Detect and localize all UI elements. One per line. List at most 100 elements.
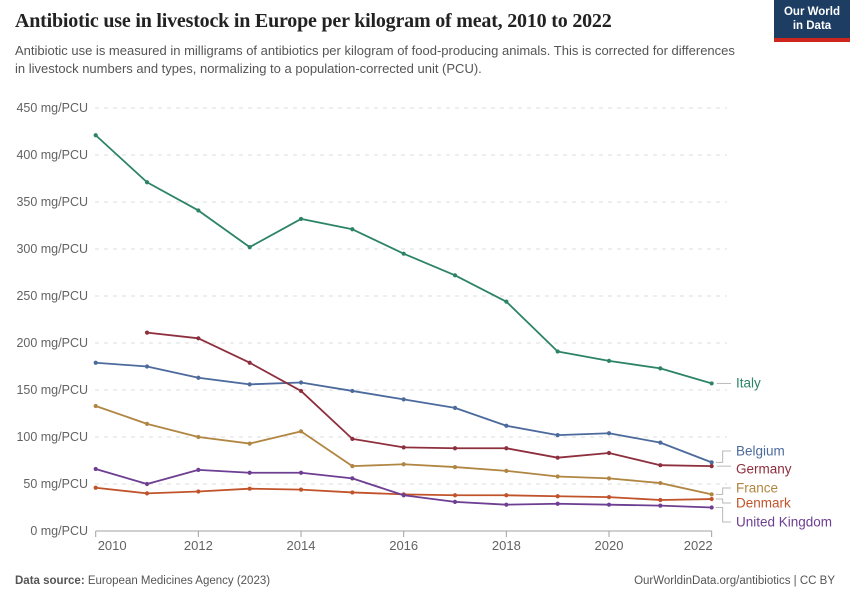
data-point-belgium[interactable] — [350, 388, 355, 394]
legend-label-denmark[interactable]: Denmark — [736, 496, 791, 511]
data-point-france[interactable] — [504, 468, 509, 473]
chart-subtitle: Antibiotic use is measured in milligrams… — [15, 43, 735, 77]
data-point-belgium[interactable] — [401, 397, 406, 402]
data-point-denmark[interactable] — [504, 493, 509, 498]
credit-link[interactable]: OurWorldinData.org/antibiotics — [634, 575, 791, 587]
data-point-united-kingdom[interactable] — [452, 499, 458, 504]
series-line-italy[interactable] — [94, 134, 713, 385]
data-point-belgium[interactable] — [452, 405, 458, 410]
data-point-italy[interactable] — [298, 216, 304, 222]
data-point-italy[interactable] — [401, 251, 406, 256]
data-point-italy[interactable] — [658, 366, 663, 371]
data-point-belgium[interactable] — [298, 380, 304, 385]
legend-connector-belgium — [715, 450, 731, 463]
owid-logo-text: Our World in Data — [774, 0, 850, 38]
series-line-germany[interactable] — [146, 331, 713, 468]
data-point-france[interactable] — [298, 429, 304, 434]
data-point-denmark[interactable] — [247, 486, 252, 491]
data-point-germany[interactable] — [350, 436, 355, 441]
data-point-united-kingdom[interactable] — [298, 470, 304, 475]
data-point-germany[interactable] — [144, 330, 150, 335]
data-point-italy[interactable] — [504, 299, 509, 304]
data-point-denmark[interactable] — [144, 491, 150, 496]
data-point-denmark[interactable] — [196, 489, 201, 494]
data-point-denmark[interactable] — [350, 490, 355, 495]
series-line-france[interactable] — [94, 405, 713, 496]
data-point-italy[interactable] — [196, 208, 201, 213]
data-point-united-kingdom[interactable] — [658, 503, 663, 508]
y-axis-label: 50 mg/PCU — [23, 477, 88, 491]
data-point-germany[interactable] — [555, 455, 560, 460]
data-point-germany[interactable] — [247, 360, 252, 365]
data-point-germany[interactable] — [401, 445, 406, 450]
data-point-italy[interactable] — [452, 273, 458, 278]
data-point-denmark[interactable] — [93, 485, 98, 490]
data-point-italy[interactable] — [144, 180, 150, 185]
data-point-united-kingdom[interactable] — [350, 476, 355, 481]
data-point-france[interactable] — [247, 441, 252, 446]
data-source-value: European Medicines Agency (2023) — [84, 575, 271, 587]
data-point-denmark[interactable] — [606, 495, 612, 500]
data-point-italy[interactable] — [709, 381, 714, 386]
data-point-france[interactable] — [452, 464, 458, 470]
data-source: Data source: European Medicines Agency (… — [15, 575, 270, 587]
data-point-germany[interactable] — [709, 464, 714, 469]
data-point-germany[interactable] — [196, 336, 201, 341]
data-point-united-kingdom[interactable] — [709, 505, 714, 510]
legend-label-belgium[interactable]: Belgium — [736, 444, 785, 459]
data-point-denmark[interactable] — [298, 487, 304, 492]
legend-label-germany[interactable]: Germany — [736, 462, 792, 477]
data-point-united-kingdom[interactable] — [555, 501, 560, 506]
data-point-belgium[interactable] — [504, 423, 509, 428]
data-point-france[interactable] — [196, 434, 201, 440]
data-point-denmark[interactable] — [709, 496, 714, 502]
data-point-germany[interactable] — [606, 450, 612, 456]
data-point-belgium[interactable] — [555, 433, 560, 438]
data-point-france[interactable] — [93, 403, 98, 409]
data-point-italy[interactable] — [606, 358, 612, 363]
data-point-denmark[interactable] — [658, 497, 663, 503]
chart-title: Antibiotic use in livestock in Europe pe… — [15, 10, 612, 32]
data-point-italy[interactable] — [247, 245, 252, 250]
data-point-belgium[interactable] — [247, 382, 252, 387]
y-axis-label: 0 mg/PCU — [30, 524, 88, 538]
x-axis-label: 2022 — [684, 538, 713, 553]
data-point-france[interactable] — [709, 492, 714, 497]
data-point-france[interactable] — [350, 464, 355, 469]
data-point-belgium[interactable] — [658, 440, 663, 445]
data-point-united-kingdom[interactable] — [504, 502, 509, 507]
data-point-belgium[interactable] — [93, 360, 98, 365]
y-axis-label: 100 mg/PCU — [16, 430, 88, 444]
data-point-united-kingdom[interactable] — [401, 493, 406, 498]
series-line-united-kingdom[interactable] — [94, 468, 713, 509]
data-point-france[interactable] — [555, 474, 560, 479]
data-point-italy[interactable] — [555, 349, 560, 354]
legend-label-united-kingdom[interactable]: United Kingdom — [736, 515, 832, 530]
data-point-united-kingdom[interactable] — [606, 502, 612, 507]
data-point-france[interactable] — [658, 480, 663, 486]
data-point-denmark[interactable] — [452, 493, 458, 498]
owid-logo[interactable]: Our World in Data — [774, 0, 850, 42]
data-point-belgium[interactable] — [606, 431, 612, 436]
data-point-united-kingdom[interactable] — [93, 466, 98, 472]
data-point-denmark[interactable] — [555, 494, 560, 499]
data-point-italy[interactable] — [350, 227, 355, 232]
data-point-germany[interactable] — [452, 446, 458, 451]
legend-label-italy[interactable]: Italy — [736, 376, 761, 391]
data-point-france[interactable] — [401, 462, 406, 467]
legend-label-france[interactable]: France — [736, 481, 778, 496]
data-point-germany[interactable] — [298, 388, 304, 394]
y-axis-label: 150 mg/PCU — [16, 383, 88, 397]
data-point-italy[interactable] — [93, 133, 98, 138]
data-point-germany[interactable] — [504, 446, 509, 451]
data-point-united-kingdom[interactable] — [144, 481, 150, 487]
data-point-united-kingdom[interactable] — [247, 470, 252, 475]
data-point-france[interactable] — [144, 421, 150, 426]
data-point-belgium[interactable] — [709, 460, 714, 465]
data-point-france[interactable] — [606, 476, 612, 481]
data-point-belgium[interactable] — [196, 375, 201, 380]
data-point-belgium[interactable] — [144, 364, 150, 369]
data-point-germany[interactable] — [658, 463, 663, 468]
data-point-united-kingdom[interactable] — [196, 467, 201, 472]
